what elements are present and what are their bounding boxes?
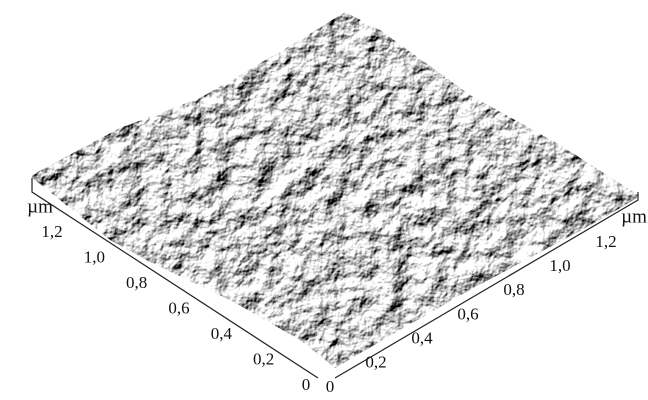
left-tick-label: 0,2 <box>253 349 274 368</box>
left-tick-label: 0,6 <box>168 298 189 317</box>
left-tick-label: 1,2 <box>41 222 62 241</box>
right-tick-label: 1,0 <box>549 256 570 275</box>
right-tick-label: 1,2 <box>595 232 616 251</box>
right-tick-label: 0,4 <box>411 329 433 348</box>
right-tick-label: 0,8 <box>503 280 524 299</box>
right-unit: µm <box>621 206 647 227</box>
right-tick-label: 0,6 <box>457 304 478 323</box>
surface <box>0 0 648 400</box>
afm-figure: µm µm 1,2 1,0 0,8 0,6 0,4 0,2 00 0,2 0,4 0,6 0,8 1,… <box>0 0 648 400</box>
left-tick-label: 0,8 <box>126 273 147 292</box>
right-tick-label: 0 <box>326 377 335 396</box>
left-tick-label: 0,4 <box>211 324 233 343</box>
right-tick-label: 0,2 <box>365 353 386 372</box>
left-tick-label: 0 <box>302 375 311 394</box>
left-unit: µm <box>27 196 53 217</box>
left-tick-label: 1,0 <box>84 247 105 266</box>
